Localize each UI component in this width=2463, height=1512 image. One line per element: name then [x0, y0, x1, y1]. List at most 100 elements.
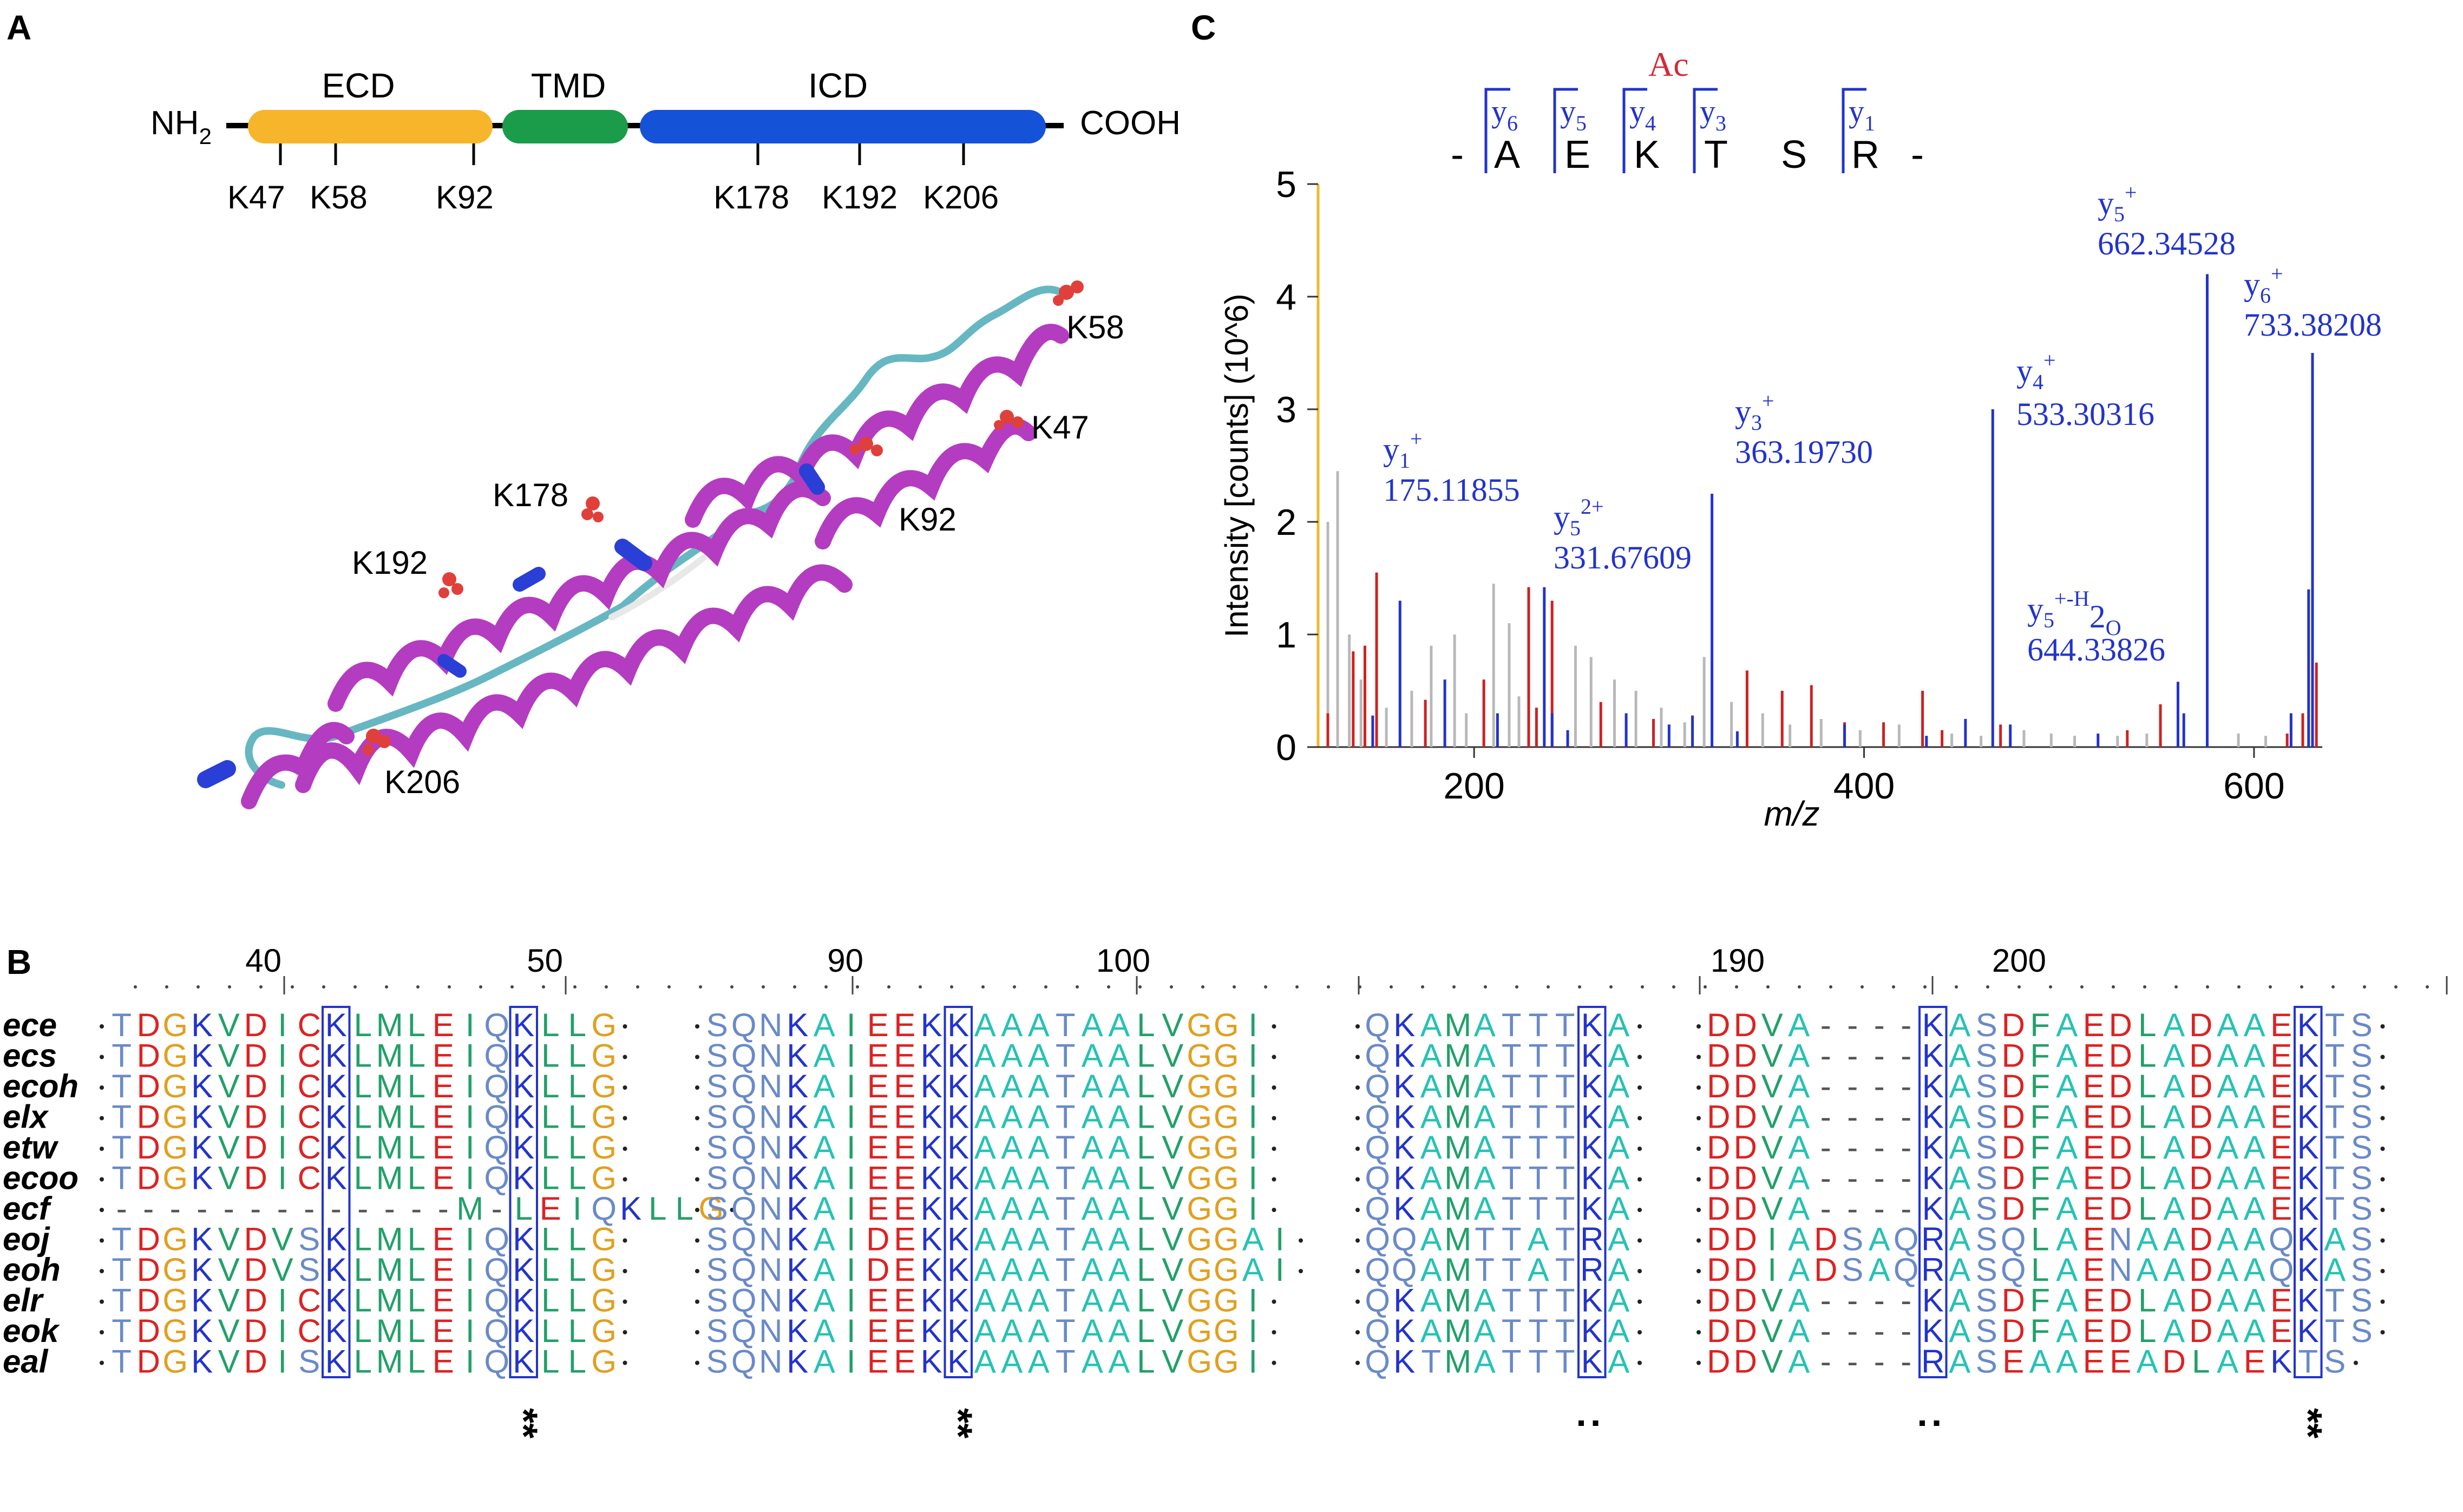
residue: I	[847, 1129, 856, 1166]
residue: D	[137, 1282, 160, 1319]
ruler-dot	[1766, 985, 1770, 989]
residue: G	[162, 1007, 188, 1043]
residue: T	[1502, 1252, 1522, 1288]
residue: N	[759, 1068, 782, 1104]
residue: V	[218, 1344, 240, 1380]
ion-label-y5: y5	[1560, 94, 1587, 135]
residue: E	[433, 1344, 454, 1380]
residue: S	[298, 1221, 320, 1258]
residue: K	[921, 1313, 942, 1349]
conserved-lysine-boxes	[322, 1006, 2323, 1378]
y-tick-label: 2	[1276, 502, 1296, 543]
residue: D	[1734, 1313, 1757, 1349]
ruler-dot	[228, 985, 231, 989]
residue: T	[1528, 1313, 1548, 1349]
residue: A	[1949, 1344, 1970, 1380]
peak-label-y5: y5+	[2098, 180, 2137, 226]
residue: N	[759, 1190, 782, 1227]
residue: M	[1444, 1129, 1471, 1166]
gap-dot	[2380, 1116, 2385, 1121]
residue: I	[1248, 1068, 1257, 1104]
residue: A	[1608, 1038, 1629, 1074]
residue: A	[2163, 1190, 2185, 1227]
residue: A	[974, 1129, 996, 1166]
ruler-dot	[1233, 985, 1236, 989]
residue: A	[1474, 1190, 1496, 1227]
ruler-dot	[2174, 985, 2178, 989]
gap-dot	[1355, 1299, 1360, 1304]
residue: V	[1162, 1129, 1183, 1166]
residue: K	[2297, 1068, 2319, 1104]
residue: A	[1108, 1068, 1130, 1104]
residue: Q	[731, 1221, 757, 1258]
residue: D	[1734, 1129, 1757, 1166]
residue: L	[354, 1282, 372, 1319]
residue: K	[513, 1160, 534, 1196]
residue: L	[541, 1160, 559, 1196]
residue: T	[1502, 1221, 1522, 1258]
residue: V	[1162, 1252, 1183, 1288]
residue: -	[196, 1190, 207, 1227]
conservation-marker: **	[2286, 1408, 2329, 1438]
residue: A	[1001, 1007, 1023, 1043]
residue: L	[2138, 1313, 2156, 1349]
residue: G	[1187, 1068, 1212, 1104]
gap-dot	[623, 1299, 627, 1304]
residue: D	[244, 1313, 267, 1349]
residue: L	[1137, 1099, 1155, 1135]
residue: E	[894, 1252, 915, 1288]
residue: A	[814, 1068, 835, 1104]
gap-dot	[1272, 1024, 1276, 1029]
residue: K	[947, 1313, 969, 1349]
residue: A	[974, 1099, 996, 1135]
residue: L	[568, 1007, 586, 1043]
gap-dot	[1272, 1147, 1276, 1151]
residue: T	[1528, 1160, 1548, 1196]
residue: A	[1028, 1221, 1050, 1258]
gap-dot	[623, 1116, 627, 1121]
residue: T	[1056, 1282, 1076, 1319]
residue: A	[1242, 1221, 1264, 1258]
residue: A	[1420, 1068, 1442, 1104]
residue: L	[541, 1099, 559, 1135]
residue: A	[1420, 1190, 1442, 1227]
ms-spectrum-chart: Ac - A E K T S R - y6 y5 y4 y3 y1 0 1 2 3 4 5…	[1219, 45, 2382, 833]
ruler-dot	[416, 985, 420, 989]
residue: Q	[1365, 1252, 1390, 1288]
residue: G	[162, 1282, 188, 1319]
gap-dot	[1355, 1147, 1360, 1151]
residue: E	[2083, 1099, 2105, 1135]
residue: Q	[2269, 1252, 2294, 1288]
residue: A	[1001, 1068, 1023, 1104]
residue: T	[1555, 1344, 1575, 1380]
residue: K	[325, 1038, 347, 1074]
residue: A	[974, 1068, 996, 1104]
residue: T	[1056, 1221, 1076, 1258]
residue: Q	[731, 1282, 757, 1319]
residue: S	[706, 1344, 728, 1380]
residue: T	[2325, 1160, 2345, 1196]
residue: T	[1056, 1313, 1076, 1349]
residue: I	[466, 1221, 475, 1258]
residue: D	[1707, 1038, 1730, 1074]
residue: M	[376, 1221, 403, 1258]
residue: K	[191, 1129, 213, 1166]
residue: I	[466, 1344, 475, 1380]
residue: A	[2217, 1160, 2238, 1196]
residue: M	[376, 1344, 403, 1380]
residue: T	[1555, 1068, 1575, 1104]
residue: E	[2083, 1160, 2105, 1196]
residue: D	[2109, 1007, 2132, 1043]
ruler-dot	[1013, 985, 1016, 989]
residue: A	[1608, 1282, 1629, 1319]
residue: E	[894, 1068, 915, 1104]
ruler-dot	[1421, 985, 1424, 989]
residue: E	[894, 1007, 915, 1043]
residue: D	[1734, 1252, 1757, 1288]
domain-tmd-label: TMD	[531, 66, 606, 105]
residue: D	[2109, 1282, 2132, 1319]
protein-structure: K58 K47 K178 K92 K192 K206	[197, 280, 1124, 809]
residue: K	[325, 1252, 347, 1288]
residue: K	[325, 1068, 347, 1104]
ruler-number: 40	[245, 949, 281, 979]
